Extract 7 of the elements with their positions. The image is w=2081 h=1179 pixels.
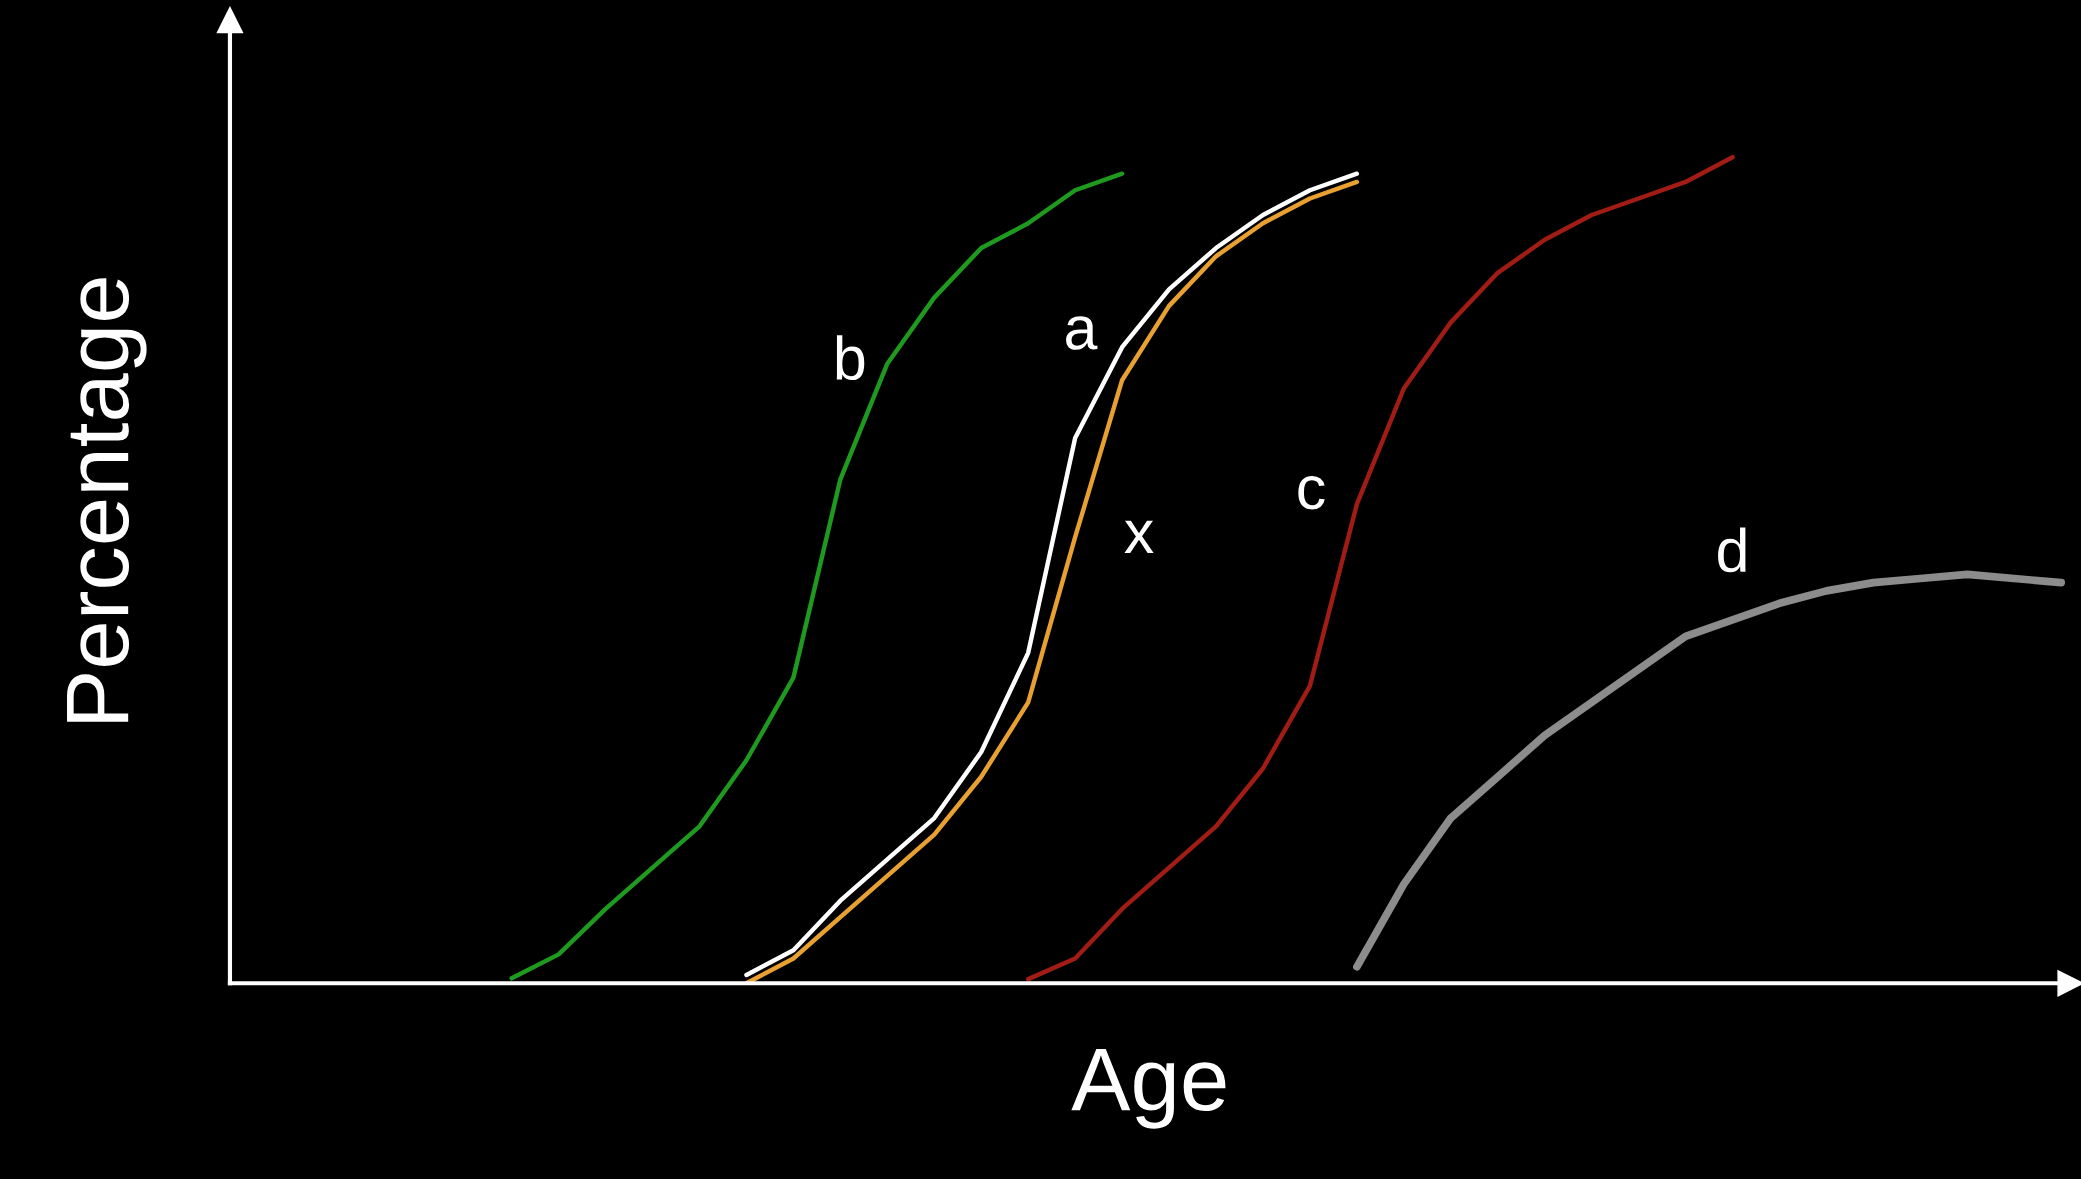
series-label: d <box>1718 527 1746 573</box>
series-label: a <box>1066 316 1098 350</box>
series-label: b <box>836 335 865 381</box>
series-label: c <box>1298 475 1325 510</box>
x-axis-title: Age <box>1071 1049 1226 1129</box>
series-label: x <box>1124 520 1154 553</box>
y-axis-title: Percentage <box>67 278 147 722</box>
